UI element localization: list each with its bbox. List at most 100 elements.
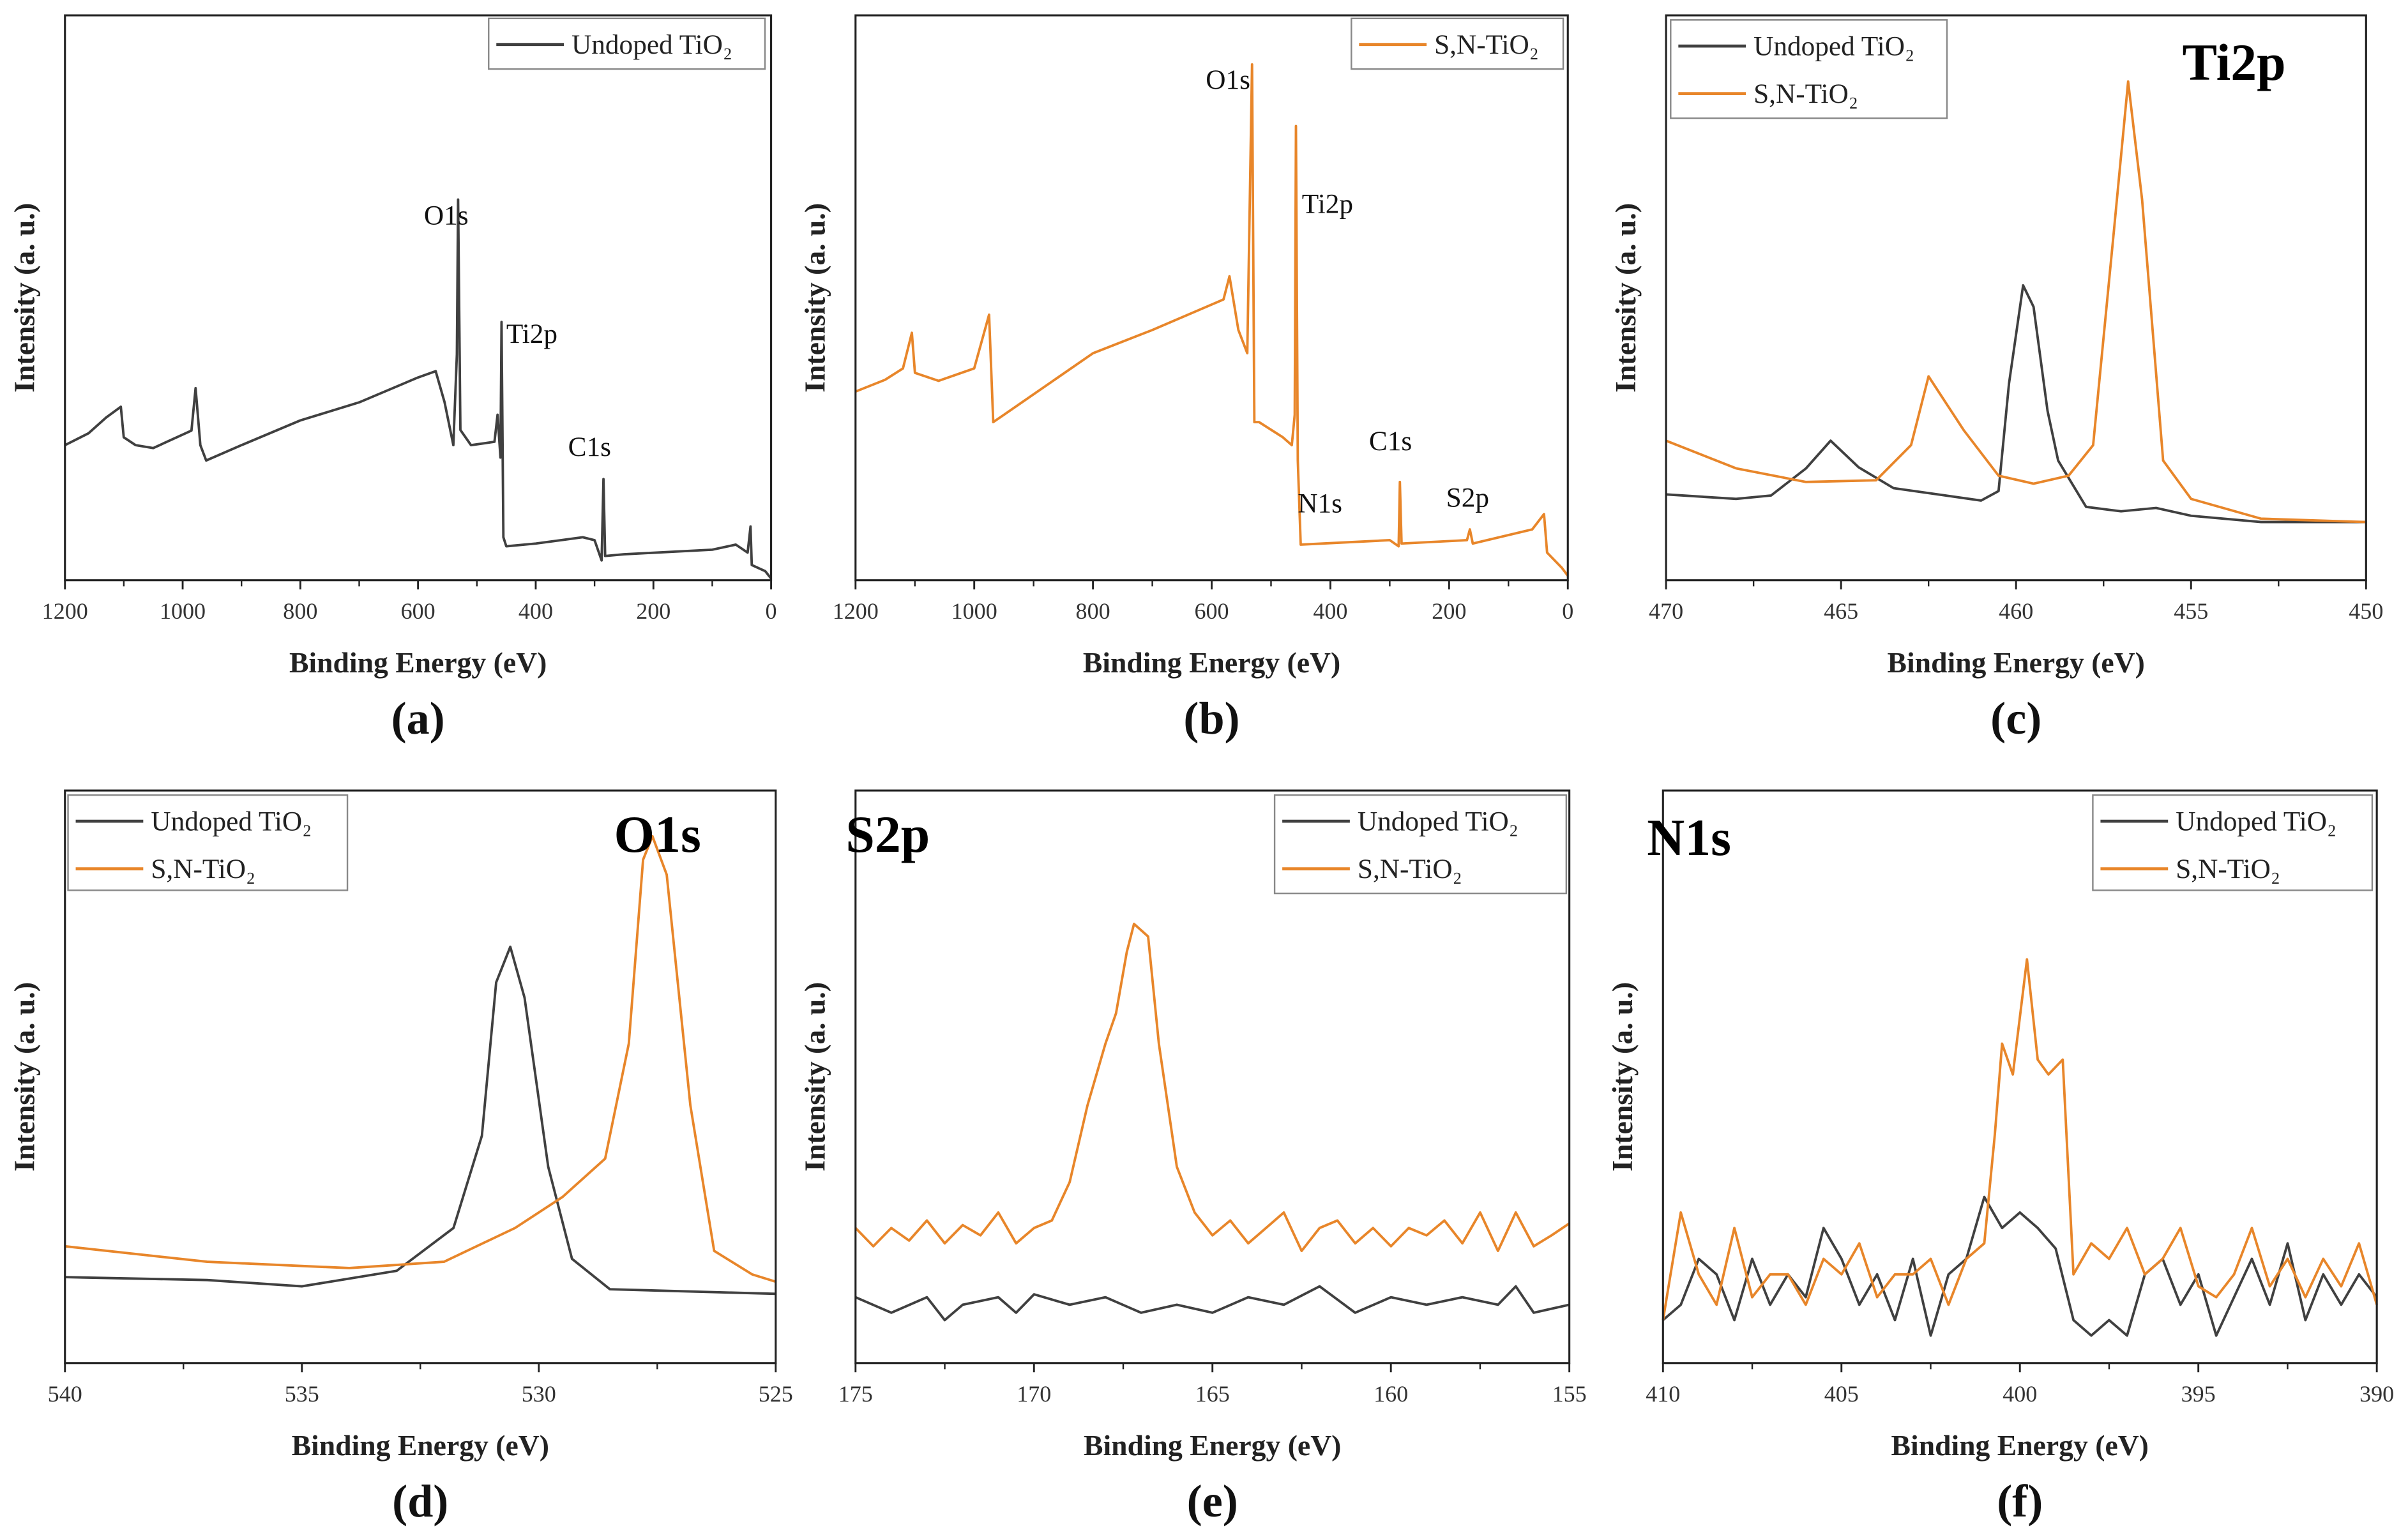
x-axis-title: Binding Energy (eV) [1083,646,1340,679]
x-tick-label: 455 [2174,598,2208,624]
x-tick-label: 540 [48,1381,82,1407]
peak-annotation: O1s [424,200,469,231]
legend: Undoped TiO₂ S,N-TiO₂ [1273,794,1568,895]
chart-panel-f: 410 405 400 395 390 Binding Energy (eV) Intens… [1606,789,2394,1527]
series-line-undoped [1662,1195,2378,1337]
legend-box [67,794,349,891]
y-axis-title: Intensity (a. u.) [1609,203,1642,393]
x-tick-label: 400 [1313,598,1347,624]
panel-title: Ti2p [2183,33,2286,91]
legend-entry: S,N-TiO₂ [151,854,255,884]
series-line-doped [1665,80,2366,524]
x-tick-label: 1000 [160,598,206,624]
x-tick-label: 530 [522,1381,556,1407]
x-tick-label: 1200 [833,598,879,624]
x-tick-label: 460 [1999,598,2033,624]
legend-entry: Undoped TiO₂ [1358,806,1518,837]
panel-title: S2p [845,805,930,863]
x-axis-title: Binding Energy (eV) [1891,1429,2149,1462]
legend-box [1351,17,1564,70]
peak-annotation: Ti2p [1302,189,1353,220]
x-tick-label: 0 [766,598,777,624]
x-axis-title: Binding Energy (eV) [1084,1429,1341,1462]
legend-entry: S,N-TiO₂ [2176,854,2280,884]
y-axis-title: Intensity (a. u.) [799,982,831,1172]
legend: Undoped TiO₂ S,N-TiO₂ [1670,19,1948,119]
x-tick-label: 1000 [951,598,997,624]
panel-label: (e) [1187,1476,1238,1527]
x-tick-label: 160 [1374,1381,1408,1407]
plot-frame [64,14,773,582]
x-axis-title: Binding Energy (eV) [1888,646,2145,679]
x-tick-label: 470 [1649,598,1683,624]
x-tick-label: 200 [1432,598,1466,624]
panel-label: (f) [1997,1476,2043,1527]
x-tick-label: 175 [838,1381,873,1407]
legend-box [2092,794,2374,891]
series-line-doped [855,63,1569,577]
series-line-undoped [1665,284,2366,524]
panel-label: (d) [392,1476,448,1527]
peak-annotation: Ti2p [506,319,557,349]
chart-panel-a: 1200 1000 800 600 400 200 0 Binding Energy (eV)… [8,14,777,744]
series-line-undoped [64,198,773,580]
chart-panel-d: 540 535 530 525 Binding Energy (eV) Intensity… [8,789,793,1527]
legend-entry: Undoped TiO₂ [1753,31,1914,62]
panel-label: (c) [1990,693,2041,744]
x-tick-label: 170 [1017,1381,1051,1407]
legend-entry: S,N-TiO₂ [1753,79,1858,109]
x-tick-label: 535 [285,1381,319,1407]
legend: Undoped TiO₂ [488,17,766,70]
x-tick-label: 410 [1646,1381,1680,1407]
series-line-undoped [855,1285,1570,1322]
chart-panel-b: 1200 1000 800 600 400 200 0 Binding Energy (eV)… [799,14,1573,744]
chart-panel-c: 470 465 460 455 450 Binding Energy (eV) Intens… [1609,14,2383,744]
panel-title: N1s [1647,808,1731,866]
x-tick-label: 165 [1195,1381,1230,1407]
chart-panel-e: 175 170 165 160 155 Binding Energy (eV) Intens… [799,789,1587,1527]
x-tick-label: 0 [1562,598,1573,624]
peak-annotation: C1s [568,432,611,462]
peak-annotation: O1s [1206,64,1250,95]
panel-label: (b) [1183,693,1239,744]
x-tick-label: 465 [1824,598,1858,624]
panel-label: (a) [391,693,445,744]
x-axis-title: Binding Energy (eV) [289,646,547,679]
x-tick-label: 800 [283,598,317,624]
x-tick-label: 800 [1076,598,1110,624]
legend: S,N-TiO₂ [1351,17,1564,70]
x-tick-label: 525 [759,1381,793,1407]
legend-box [1670,19,1948,119]
x-tick-label: 600 [1194,598,1229,624]
x-tick-label: 400 [2003,1381,2037,1407]
legend-entry: Undoped TiO₂ [151,806,312,837]
series-line-doped [64,835,776,1283]
legend-box [1273,794,1568,895]
panel-title: O1s [614,805,701,863]
x-axis-title: Binding Energy (eV) [292,1429,549,1462]
y-axis-title: Intensity (a. u.) [1606,982,1639,1172]
x-tick-label: 200 [636,598,670,624]
x-tick-label: 450 [2349,598,2383,624]
peak-annotation: S2p [1446,483,1489,513]
y-axis-title: Intensity (a. u.) [8,203,41,393]
x-tick-label: 405 [1824,1381,1859,1407]
x-tick-label: 1200 [42,598,88,624]
legend-entry: Undoped TiO₂ [572,29,732,60]
x-tick-label: 155 [1552,1381,1587,1407]
peak-annotation: C1s [1369,426,1412,457]
series-line-doped [1662,958,2379,1320]
legend-entry: Undoped TiO₂ [2176,806,2336,837]
y-axis-title: Intensity (a. u.) [8,982,41,1172]
legend: Undoped TiO₂ S,N-TiO₂ [2092,794,2374,891]
peak-annotation: N1s [1298,488,1342,519]
x-tick-label: 400 [519,598,553,624]
legend-entry: S,N-TiO₂ [1434,29,1539,60]
legend: Undoped TiO₂ S,N-TiO₂ [67,794,349,891]
series-line-undoped [64,945,776,1296]
series-line-doped [854,923,1570,1252]
x-tick-label: 395 [2181,1381,2216,1407]
x-tick-label: 390 [2359,1381,2394,1407]
legend-entry: S,N-TiO₂ [1358,854,1462,884]
